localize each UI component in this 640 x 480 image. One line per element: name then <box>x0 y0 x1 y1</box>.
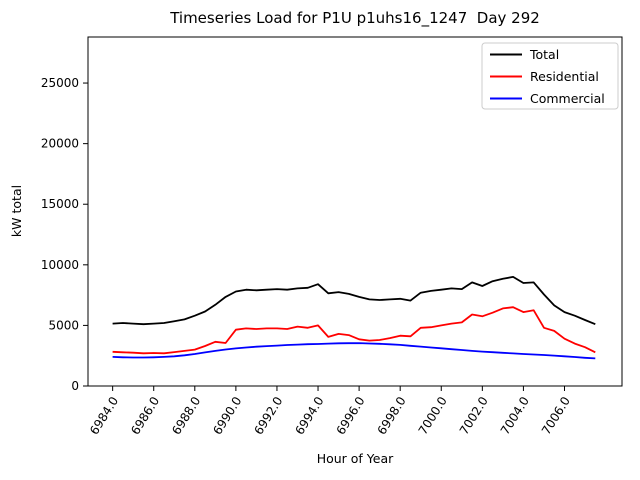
y-tick-label: 20000 <box>41 137 79 151</box>
x-axis-label: Hour of Year <box>317 451 394 466</box>
x-tick-label: 6994.0 <box>292 394 326 437</box>
y-tick-label: 10000 <box>41 258 79 272</box>
series-line-commercial <box>112 342 596 360</box>
series-lines <box>112 275 596 360</box>
y-tick-label: 0 <box>71 379 79 393</box>
x-tick-label: 7004.0 <box>498 394 532 437</box>
x-tick-label: 6996.0 <box>334 394 368 437</box>
legend-label-total: Total <box>529 47 559 62</box>
x-tick-label: 7006.0 <box>539 394 573 437</box>
x-tick-label: 6990.0 <box>210 394 244 437</box>
series-line-total <box>112 275 596 326</box>
y-tick-label: 15000 <box>41 197 79 211</box>
x-tick-label: 6998.0 <box>375 394 409 437</box>
legend-label-residential: Residential <box>530 69 599 84</box>
x-tick-label: 6984.0 <box>87 394 121 437</box>
legend: Total Residential Commercial <box>481 42 619 110</box>
y-tick-label: 5000 <box>48 318 79 332</box>
legend-label-commercial: Commercial <box>530 91 605 106</box>
x-tick-label: 7002.0 <box>457 394 491 437</box>
legend-box <box>481 42 619 110</box>
y-tick-label: 25000 <box>41 76 79 90</box>
y-axis-label: kW total <box>9 185 24 237</box>
x-tick-label: 6988.0 <box>169 394 203 437</box>
chart-title: Timeseries Load for P1U p1uhs16_1247 Day… <box>169 9 540 28</box>
x-tick-label: 6986.0 <box>128 394 162 437</box>
axes-frame <box>87 36 623 387</box>
x-tick-label: 7000.0 <box>416 394 450 437</box>
x-tick-label: 6992.0 <box>251 394 285 437</box>
series-line-residential <box>112 306 596 355</box>
